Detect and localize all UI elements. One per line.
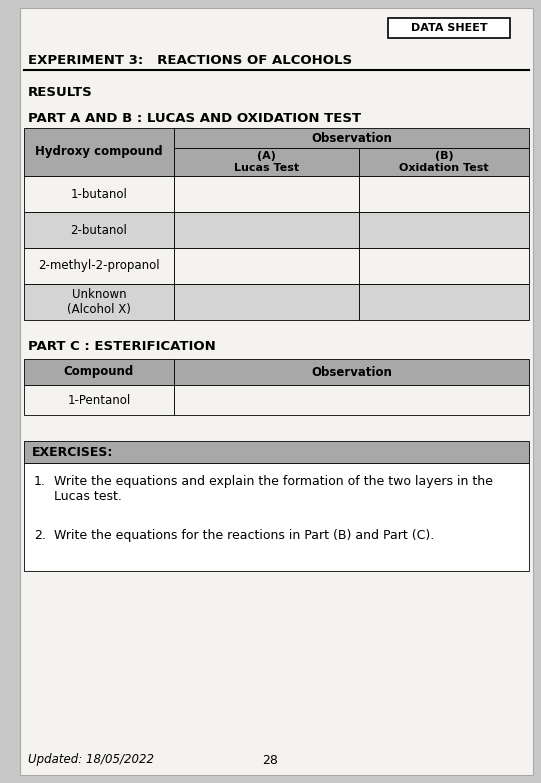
Text: 2.: 2. bbox=[34, 529, 46, 542]
FancyBboxPatch shape bbox=[174, 248, 359, 284]
Text: EXPERIMENT 3:   REACTIONS OF ALCOHOLS: EXPERIMENT 3: REACTIONS OF ALCOHOLS bbox=[28, 53, 352, 67]
FancyBboxPatch shape bbox=[24, 284, 174, 320]
Text: 1-Pentanol: 1-Pentanol bbox=[68, 394, 130, 406]
Text: 1-butanol: 1-butanol bbox=[70, 187, 128, 200]
Text: Compound: Compound bbox=[64, 366, 134, 378]
FancyBboxPatch shape bbox=[24, 385, 174, 415]
FancyBboxPatch shape bbox=[24, 248, 174, 284]
FancyBboxPatch shape bbox=[24, 212, 174, 248]
FancyBboxPatch shape bbox=[359, 284, 529, 320]
FancyBboxPatch shape bbox=[20, 8, 533, 775]
Text: EXERCISES:: EXERCISES: bbox=[32, 446, 114, 459]
FancyBboxPatch shape bbox=[174, 212, 359, 248]
Text: Write the equations for the reactions in Part (B) and Part (C).: Write the equations for the reactions in… bbox=[54, 529, 434, 542]
Text: 2-methyl-2-propanol: 2-methyl-2-propanol bbox=[38, 259, 160, 272]
FancyBboxPatch shape bbox=[24, 128, 174, 176]
FancyBboxPatch shape bbox=[359, 248, 529, 284]
Text: Unknown
(Alcohol X): Unknown (Alcohol X) bbox=[67, 288, 131, 316]
Text: Updated: 18/05/2022: Updated: 18/05/2022 bbox=[28, 753, 154, 767]
Text: Observation: Observation bbox=[311, 366, 392, 378]
FancyBboxPatch shape bbox=[359, 176, 529, 212]
Text: Write the equations and explain the formation of the two layers in the
Lucas tes: Write the equations and explain the form… bbox=[54, 475, 493, 503]
Text: RESULTS: RESULTS bbox=[28, 85, 93, 99]
FancyBboxPatch shape bbox=[174, 284, 359, 320]
FancyBboxPatch shape bbox=[359, 148, 529, 176]
Text: DATA SHEET: DATA SHEET bbox=[411, 23, 487, 33]
FancyBboxPatch shape bbox=[388, 18, 510, 38]
FancyBboxPatch shape bbox=[174, 148, 359, 176]
FancyBboxPatch shape bbox=[24, 176, 174, 212]
Text: (A)
Lucas Test: (A) Lucas Test bbox=[234, 151, 299, 173]
FancyBboxPatch shape bbox=[24, 359, 174, 385]
Text: Observation: Observation bbox=[311, 132, 392, 145]
Text: 1.: 1. bbox=[34, 475, 46, 488]
Text: (B)
Oxidation Test: (B) Oxidation Test bbox=[399, 151, 489, 173]
Text: Hydroxy compound: Hydroxy compound bbox=[35, 146, 163, 158]
FancyBboxPatch shape bbox=[174, 359, 529, 385]
FancyBboxPatch shape bbox=[24, 463, 529, 571]
Text: 28: 28 bbox=[262, 753, 279, 767]
FancyBboxPatch shape bbox=[24, 441, 529, 463]
Text: PART C : ESTERIFICATION: PART C : ESTERIFICATION bbox=[28, 340, 216, 352]
Text: PART A AND B : LUCAS AND OXIDATION TEST: PART A AND B : LUCAS AND OXIDATION TEST bbox=[28, 111, 361, 124]
FancyBboxPatch shape bbox=[174, 128, 529, 148]
FancyBboxPatch shape bbox=[174, 385, 529, 415]
FancyBboxPatch shape bbox=[359, 212, 529, 248]
FancyBboxPatch shape bbox=[174, 176, 359, 212]
Text: 2-butanol: 2-butanol bbox=[70, 223, 128, 236]
